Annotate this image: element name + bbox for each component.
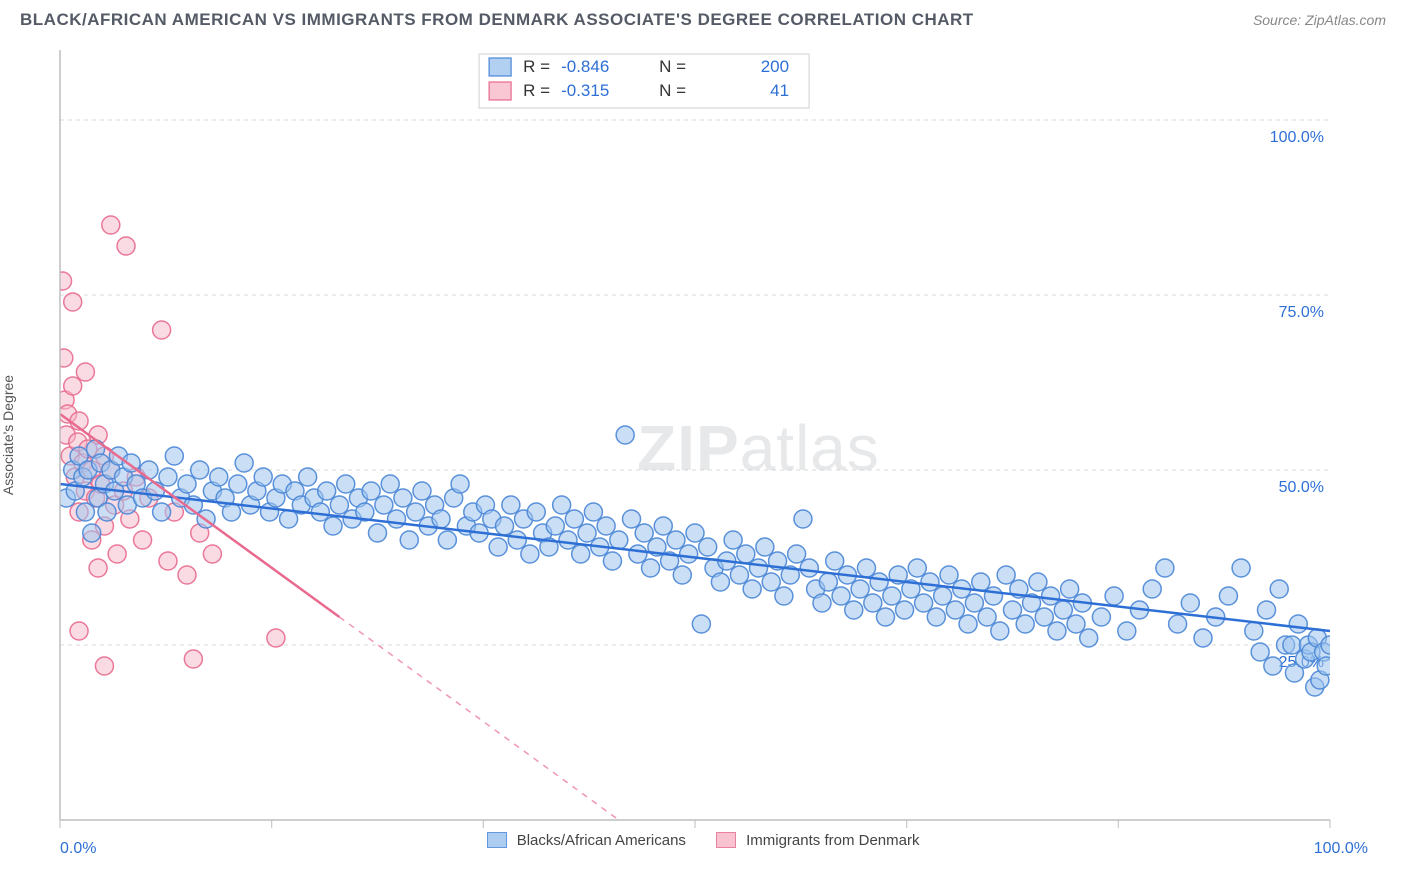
svg-text:N =: N = bbox=[659, 81, 686, 100]
legend-swatch-pink bbox=[716, 832, 736, 848]
svg-text:200: 200 bbox=[761, 57, 789, 76]
bottom-legend: Blacks/African Americans Immigrants from… bbox=[20, 832, 1386, 849]
legend-label-series1: Blacks/African Americans bbox=[517, 832, 686, 849]
chart-title: BLACK/AFRICAN AMERICAN VS IMMIGRANTS FRO… bbox=[20, 10, 974, 30]
svg-text:R =: R = bbox=[523, 81, 550, 100]
svg-text:-0.846: -0.846 bbox=[561, 57, 609, 76]
source-link[interactable]: ZipAtlas.com bbox=[1305, 12, 1386, 28]
legend-item-series1: Blacks/African Americans bbox=[487, 832, 686, 849]
legend-item-series2: Immigrants from Denmark bbox=[716, 832, 920, 849]
svg-text:50.0%: 50.0% bbox=[1279, 479, 1324, 496]
y-axis-label: Associate's Degree bbox=[0, 375, 16, 495]
svg-text:75.0%: 75.0% bbox=[1279, 304, 1324, 321]
x-axis-max-label: 100.0% bbox=[1314, 840, 1368, 858]
source-prefix: Source: bbox=[1253, 12, 1305, 28]
svg-text:ZIPatlas: ZIPatlas bbox=[637, 412, 880, 484]
svg-text:N =: N = bbox=[659, 57, 686, 76]
correlation-chart: 25.0%50.0%75.0%100.0%ZIPatlasR =-0.846N … bbox=[20, 40, 1350, 830]
source-attribution: Source: ZipAtlas.com bbox=[1253, 12, 1386, 28]
legend-label-series2: Immigrants from Denmark bbox=[746, 832, 919, 849]
svg-text:-0.315: -0.315 bbox=[561, 81, 609, 100]
svg-text:41: 41 bbox=[770, 81, 789, 100]
svg-text:R =: R = bbox=[523, 57, 550, 76]
svg-text:100.0%: 100.0% bbox=[1270, 129, 1324, 146]
legend-swatch-blue bbox=[487, 832, 507, 848]
x-axis-min-label: 0.0% bbox=[60, 840, 96, 858]
